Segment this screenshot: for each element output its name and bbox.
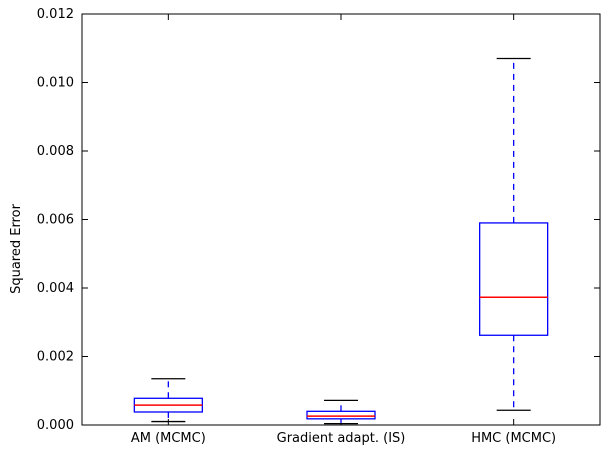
y-tick-label: 0.012	[37, 7, 74, 22]
y-axis-label: Squared Error	[9, 203, 24, 293]
y-tick-label: 0.008	[37, 144, 74, 159]
x-tick-label: HMC (MCMC)	[471, 431, 556, 446]
y-tick-label: 0.002	[37, 350, 74, 365]
y-tick-label: 0.010	[37, 76, 74, 91]
x-tick-label: AM (MCMC)	[131, 431, 206, 446]
box	[479, 222, 549, 336]
y-tick-label: 0.000	[37, 418, 74, 433]
y-tick-label: 0.006	[37, 213, 74, 228]
plot-area: 0.000 0.002 0.004 0.006 0.008 0.010 0.012 AM (M…	[37, 7, 601, 446]
x-tick-label: Gradient adapt. (IS)	[277, 431, 406, 446]
y-tick-label: 0.004	[37, 281, 74, 296]
box	[306, 410, 376, 420]
plot-frame	[81, 13, 601, 426]
